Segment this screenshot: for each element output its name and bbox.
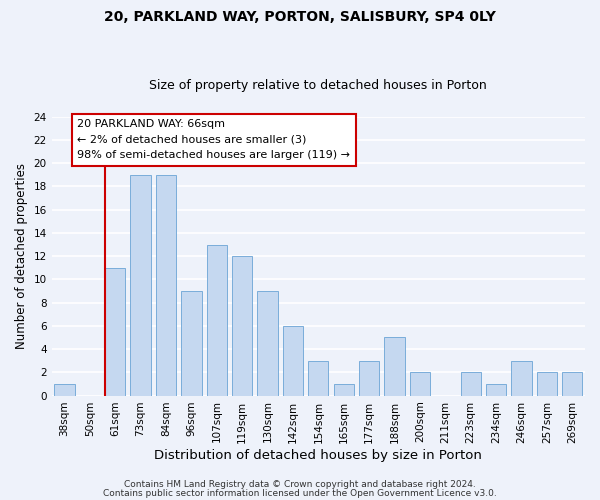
Bar bbox=[385, 338, 404, 396]
Bar bbox=[156, 175, 176, 396]
Bar bbox=[181, 291, 202, 396]
Bar bbox=[308, 360, 328, 396]
Bar bbox=[461, 372, 481, 396]
Title: Size of property relative to detached houses in Porton: Size of property relative to detached ho… bbox=[149, 79, 487, 92]
Bar bbox=[54, 384, 74, 396]
Text: 20 PARKLAND WAY: 66sqm
← 2% of detached houses are smaller (3)
98% of semi-detac: 20 PARKLAND WAY: 66sqm ← 2% of detached … bbox=[77, 119, 350, 160]
Bar bbox=[562, 372, 583, 396]
Text: Contains public sector information licensed under the Open Government Licence v3: Contains public sector information licen… bbox=[103, 488, 497, 498]
Y-axis label: Number of detached properties: Number of detached properties bbox=[15, 163, 28, 349]
Bar bbox=[486, 384, 506, 396]
Bar bbox=[410, 372, 430, 396]
Text: Contains HM Land Registry data © Crown copyright and database right 2024.: Contains HM Land Registry data © Crown c… bbox=[124, 480, 476, 489]
Bar bbox=[130, 175, 151, 396]
Bar bbox=[105, 268, 125, 396]
Bar bbox=[334, 384, 354, 396]
Bar bbox=[359, 360, 379, 396]
Bar bbox=[206, 244, 227, 396]
Bar bbox=[283, 326, 303, 396]
Text: 20, PARKLAND WAY, PORTON, SALISBURY, SP4 0LY: 20, PARKLAND WAY, PORTON, SALISBURY, SP4… bbox=[104, 10, 496, 24]
X-axis label: Distribution of detached houses by size in Porton: Distribution of detached houses by size … bbox=[154, 450, 482, 462]
Bar bbox=[537, 372, 557, 396]
Bar bbox=[511, 360, 532, 396]
Bar bbox=[232, 256, 253, 396]
Bar bbox=[257, 291, 278, 396]
